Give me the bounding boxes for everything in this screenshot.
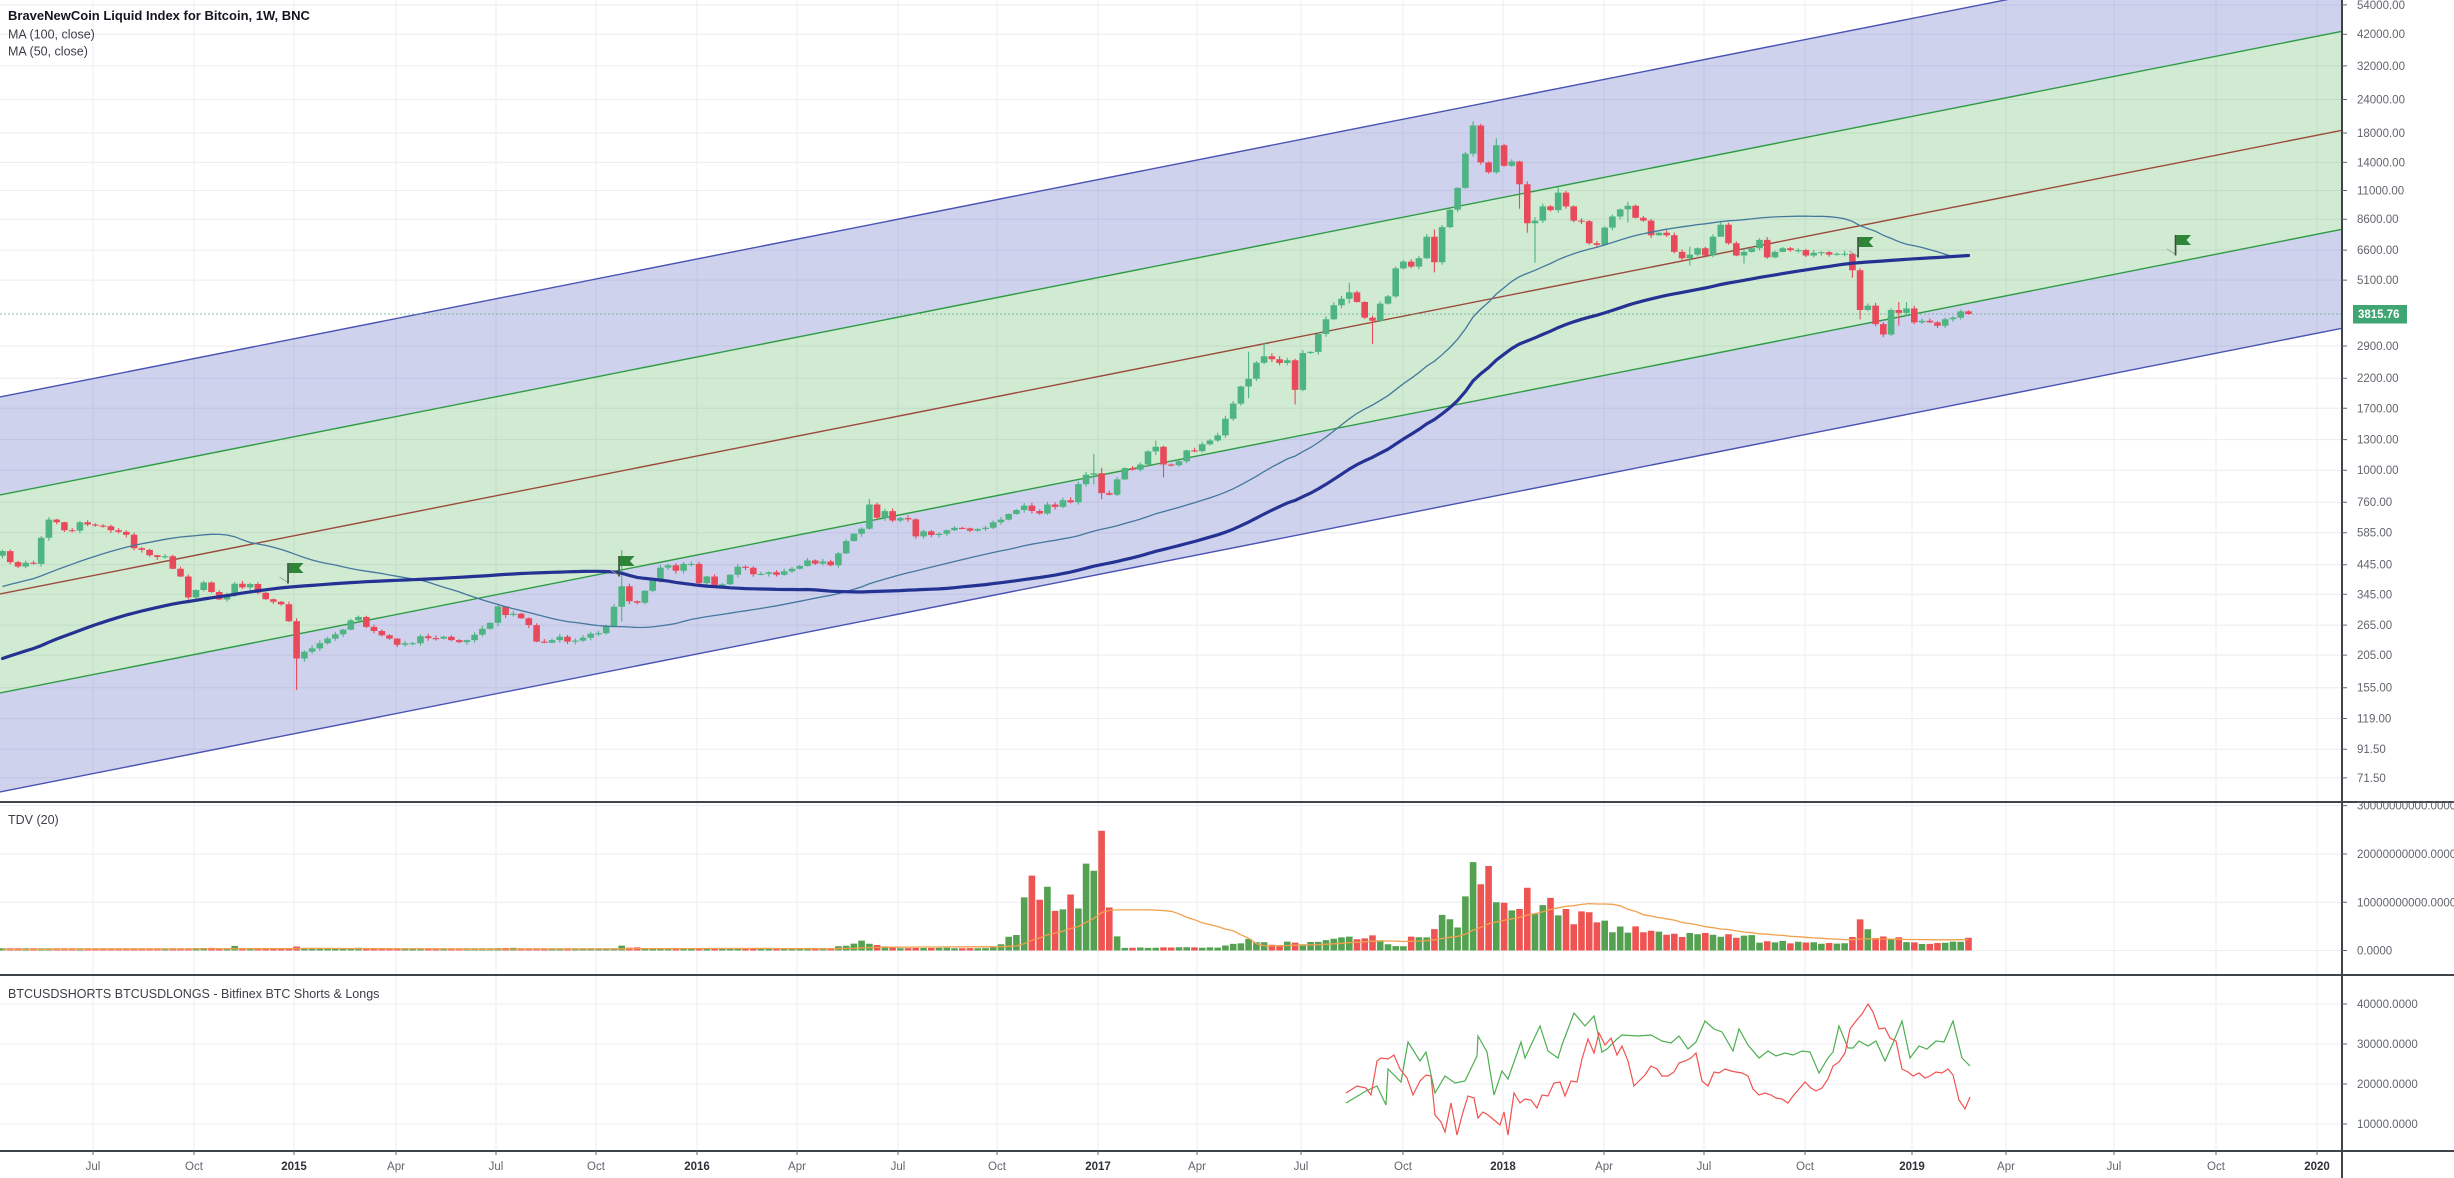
svg-text:Oct: Oct: [185, 1161, 204, 1173]
svg-text:30000000000.0000: 30000000000.0000: [2357, 801, 2454, 813]
svg-text:2020: 2020: [2304, 1161, 2330, 1173]
svg-text:Oct: Oct: [1394, 1161, 1413, 1173]
svg-text:10000.0000: 10000.0000: [2357, 1119, 2418, 1131]
svg-text:8600.00: 8600.00: [2357, 214, 2399, 226]
svg-text:30000.0000: 30000.0000: [2357, 1039, 2418, 1051]
svg-text:119.00: 119.00: [2357, 714, 2391, 726]
svg-text:71.50: 71.50: [2357, 773, 2386, 785]
svg-text:445.00: 445.00: [2357, 560, 2392, 572]
svg-text:Apr: Apr: [788, 1161, 806, 1173]
svg-text:54000.00: 54000.00: [2357, 0, 2405, 12]
svg-text:155.00: 155.00: [2357, 683, 2392, 695]
svg-text:2200.00: 2200.00: [2357, 373, 2399, 385]
svg-text:BraveNewCoin Liquid Index for: BraveNewCoin Liquid Index for Bitcoin, 1…: [8, 8, 311, 23]
svg-text:3815.76: 3815.76: [2358, 309, 2400, 321]
svg-text:Oct: Oct: [2207, 1161, 2226, 1173]
svg-text:0.0000: 0.0000: [2357, 946, 2392, 958]
svg-text:2018: 2018: [1490, 1161, 1516, 1173]
svg-text:Oct: Oct: [988, 1161, 1007, 1173]
svg-text:265.00: 265.00: [2357, 620, 2392, 632]
svg-text:585.00: 585.00: [2357, 528, 2392, 540]
svg-text:5100.00: 5100.00: [2357, 275, 2399, 287]
svg-text:Apr: Apr: [1595, 1161, 1613, 1173]
svg-text:Jul: Jul: [891, 1161, 906, 1173]
svg-text:42000.00: 42000.00: [2357, 29, 2405, 41]
svg-text:Oct: Oct: [1796, 1161, 1815, 1173]
svg-text:345.00: 345.00: [2357, 589, 2392, 601]
svg-text:Apr: Apr: [1997, 1161, 2015, 1173]
svg-text:40000.0000: 40000.0000: [2357, 999, 2418, 1011]
svg-text:14000.00: 14000.00: [2357, 157, 2405, 169]
svg-text:TDV (20): TDV (20): [8, 813, 59, 827]
svg-text:10000000000.0000: 10000000000.0000: [2357, 897, 2454, 909]
svg-text:205.00: 205.00: [2357, 650, 2392, 662]
svg-text:1000.00: 1000.00: [2357, 465, 2399, 477]
svg-text:Jul: Jul: [2107, 1161, 2122, 1173]
svg-text:Jul: Jul: [1294, 1161, 1309, 1173]
svg-text:1300.00: 1300.00: [2357, 435, 2399, 447]
svg-text:Oct: Oct: [587, 1161, 606, 1173]
svg-text:24000.00: 24000.00: [2357, 95, 2405, 107]
svg-text:91.50: 91.50: [2357, 744, 2386, 756]
svg-text:2017: 2017: [1085, 1161, 1111, 1173]
svg-text:BTCUSDSHORTS BTCUSDLONGS - Bit: BTCUSDSHORTS BTCUSDLONGS - Bitfinex BTC …: [8, 987, 379, 1001]
svg-text:20000.0000: 20000.0000: [2357, 1079, 2418, 1091]
svg-text:32000.00: 32000.00: [2357, 61, 2405, 73]
svg-text:20000000000.0000: 20000000000.0000: [2357, 849, 2454, 861]
svg-text:Apr: Apr: [1188, 1161, 1206, 1173]
svg-text:Jul: Jul: [1697, 1161, 1712, 1173]
svg-text:MA (50, close): MA (50, close): [8, 45, 88, 59]
svg-text:760.00: 760.00: [2357, 497, 2392, 509]
svg-text:1700.00: 1700.00: [2357, 403, 2399, 415]
svg-text:18000.00: 18000.00: [2357, 128, 2405, 140]
svg-text:Jul: Jul: [489, 1161, 504, 1173]
svg-text:2900.00: 2900.00: [2357, 341, 2399, 353]
svg-text:2019: 2019: [1899, 1161, 1925, 1173]
svg-text:11000.00: 11000.00: [2357, 186, 2404, 198]
svg-text:6600.00: 6600.00: [2357, 245, 2399, 257]
svg-text:2016: 2016: [684, 1161, 710, 1173]
svg-text:Jul: Jul: [86, 1161, 101, 1173]
svg-text:2015: 2015: [281, 1161, 307, 1173]
svg-text:MA (100, close): MA (100, close): [8, 28, 95, 42]
svg-text:Apr: Apr: [387, 1161, 405, 1173]
